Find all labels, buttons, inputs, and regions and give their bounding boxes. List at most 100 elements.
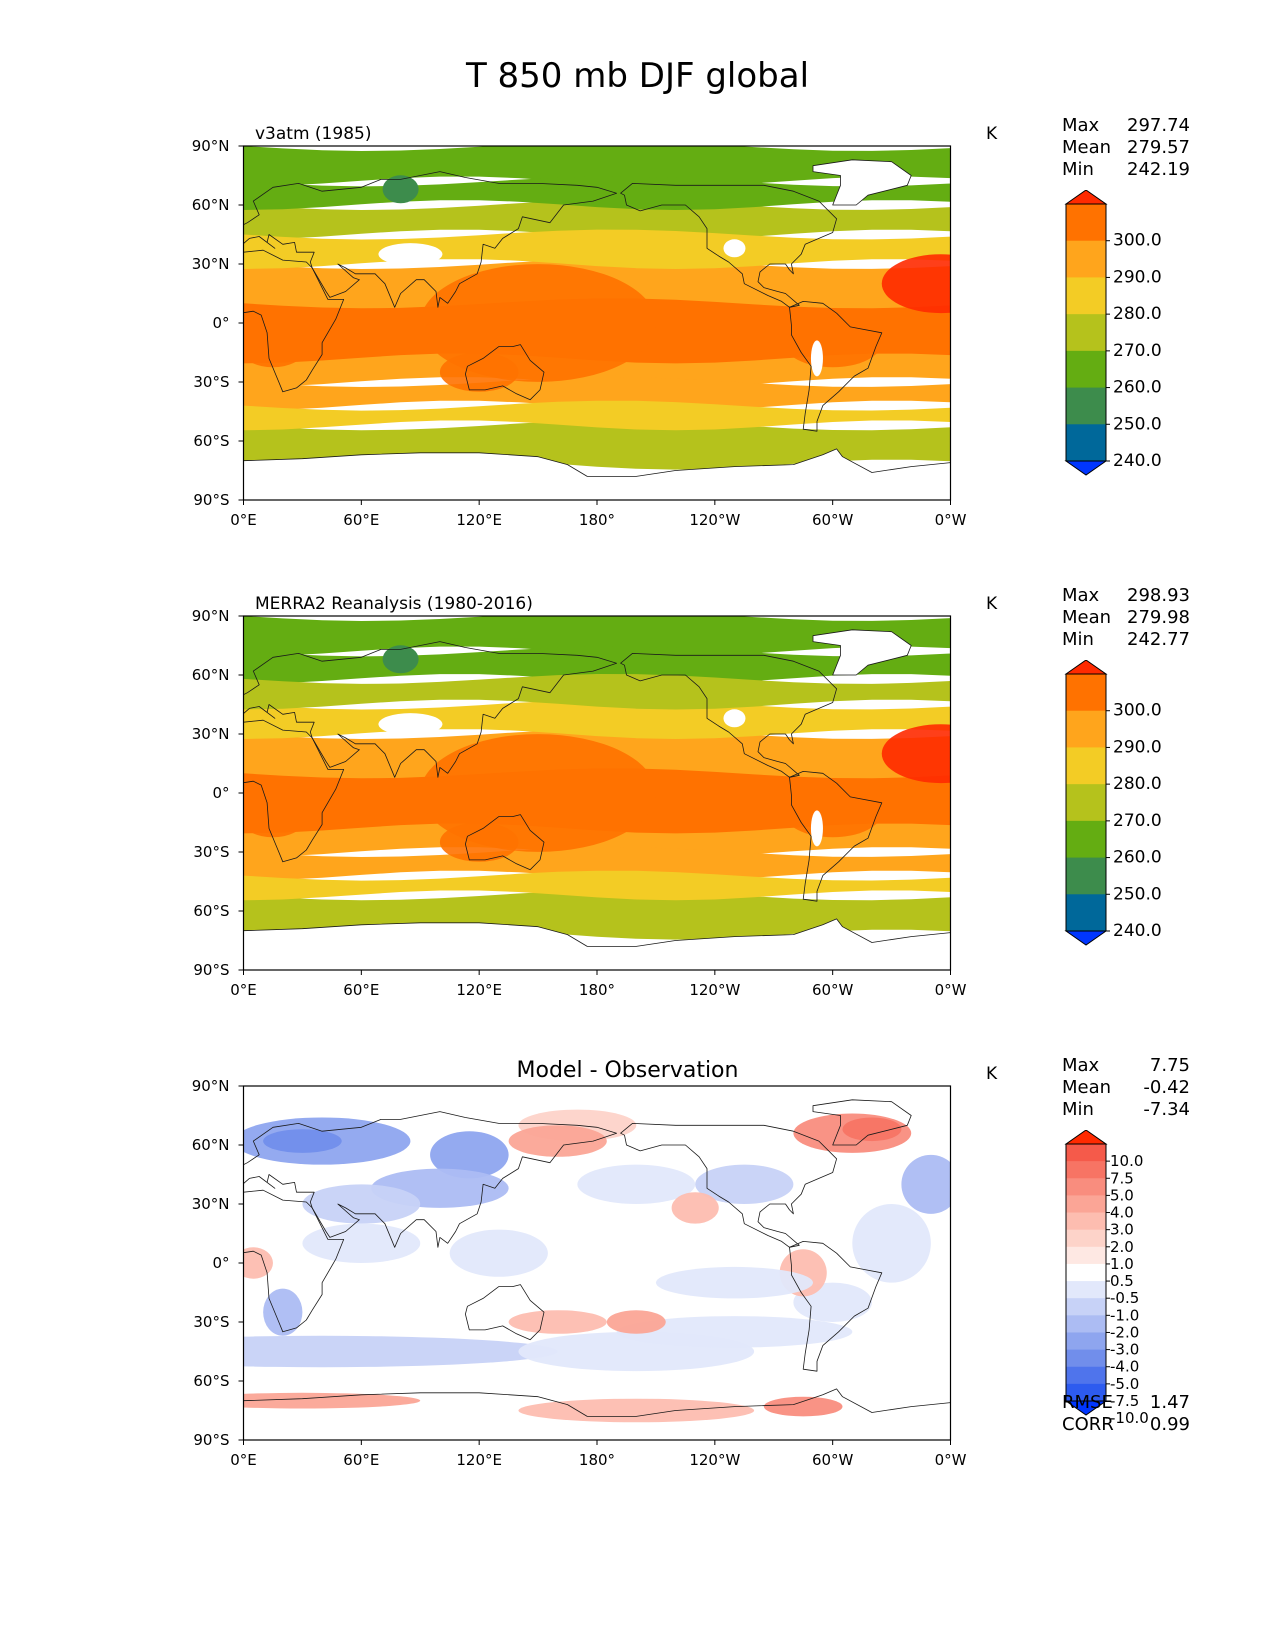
colorbar-label: 10.0 xyxy=(1110,1152,1143,1170)
masked-andes xyxy=(810,340,823,377)
colorbar-label: 260.0 xyxy=(1113,378,1162,398)
colorbar-label: 300.0 xyxy=(1113,701,1162,721)
colorbar-segment xyxy=(1066,1298,1106,1316)
coastline-samerica xyxy=(789,301,883,432)
coastline-namerica xyxy=(620,653,837,778)
warm-region xyxy=(243,807,303,838)
masked-rockies xyxy=(723,709,746,728)
difference-field xyxy=(243,1086,951,1440)
colorbar-label: 270.0 xyxy=(1113,811,1162,831)
anomaly-patch xyxy=(616,1316,853,1348)
colorbar-label: 240.0 xyxy=(1113,921,1162,941)
warm-region xyxy=(420,734,656,852)
colorbar-segment xyxy=(1066,277,1106,315)
coastline-eurasia xyxy=(243,641,617,778)
masked-tibet xyxy=(378,243,443,266)
units-label: K xyxy=(986,124,998,144)
anomaly-patch xyxy=(852,1204,931,1283)
coastline-australia xyxy=(465,344,545,401)
extra-stats-box: RMSE 1.47 CORR 0.99 xyxy=(1062,1392,1190,1436)
lon-tick-label: 0°E xyxy=(230,1451,257,1469)
coastline-antarctica xyxy=(243,448,951,500)
coastline-greenland xyxy=(812,629,912,676)
lat-tick-label: 60°S xyxy=(193,902,229,920)
panel-title: Model - Observation xyxy=(516,1058,739,1083)
coastline-greenland xyxy=(812,1099,912,1146)
lat-tick-label: 90°S xyxy=(193,1431,229,1449)
lon-tick-label: 120°W xyxy=(689,1451,740,1469)
temperature-band xyxy=(243,646,951,684)
warm-region xyxy=(783,318,882,368)
lat-tick-label: 90°N xyxy=(192,607,230,625)
panel-observation: MERRA2 Reanalysis (1980-2016) K Max 298.9… xyxy=(0,470,1275,999)
coastline-australia xyxy=(465,814,545,871)
colorbar-segment xyxy=(1066,1178,1106,1196)
colorbar-difference: 10.07.55.04.03.02.01.00.5-0.5-1.0-2.0-3.… xyxy=(1064,1130,1149,1427)
anomaly-patch xyxy=(695,1164,794,1204)
temperature-band xyxy=(243,176,951,210)
coastline-africa xyxy=(243,1189,345,1333)
colorbar-label: 230.0 xyxy=(1113,958,1162,960)
lat-tick-label: 60°S xyxy=(193,432,229,450)
colorbar-label: 3.0 xyxy=(1110,1221,1134,1239)
lon-tick-label: 120°W xyxy=(689,511,740,529)
warm-region xyxy=(243,337,303,368)
coastline-australia xyxy=(465,1284,545,1341)
colorbar-label: 240.0 xyxy=(1113,451,1162,471)
anomaly-patch xyxy=(263,1129,342,1153)
units-label: K xyxy=(986,594,998,614)
anomaly-patch xyxy=(263,1288,303,1336)
lon-tick-label: 0°E xyxy=(230,511,257,529)
temperature-band xyxy=(243,616,951,657)
colorbar-label: 290.0 xyxy=(1113,267,1162,287)
lon-tick-label: 60°W xyxy=(812,511,854,529)
warm-region xyxy=(881,254,951,314)
coastline-africa xyxy=(243,719,345,863)
anomaly-patch xyxy=(518,1398,755,1423)
warm-region xyxy=(881,724,951,784)
lon-tick-label: 180° xyxy=(579,981,615,999)
lon-tick-label: 0°W xyxy=(935,981,967,999)
panel-title: MERRA2 Reanalysis (1980-2016) xyxy=(255,594,533,614)
lon-tick-label: 0°E xyxy=(230,981,257,999)
stats-box: Max 298.93 Mean 279.98 Min 242.77 xyxy=(1062,585,1190,651)
stat-min: Min -7.34 xyxy=(1062,1099,1190,1120)
panel-title: v3atm (1985) xyxy=(255,124,372,144)
stat-mean: Mean -0.42 xyxy=(1062,1077,1190,1098)
lon-tick-label: 0°W xyxy=(935,511,967,529)
warm-region xyxy=(420,264,656,382)
panel-difference: Model - Observation K Max 7.75 Mean -0.42 … xyxy=(0,940,1275,1469)
map-observation: 0°E 60°E 120°E 180° 120°W 60°W 0°W 90°N 60°N 30°N… xyxy=(192,607,967,999)
temperature-band xyxy=(243,377,951,411)
stat-mean: Mean 279.57 xyxy=(1062,137,1190,158)
stats-box: Max 7.75 Mean -0.42 Min -7.34 xyxy=(1062,1055,1190,1121)
lat-tick-label: 60°N xyxy=(192,666,230,684)
colorbar-segment xyxy=(1066,747,1106,785)
coastline-africa xyxy=(243,249,345,393)
lon-tick-label: 120°E xyxy=(456,511,502,529)
lat-tick-label: 0° xyxy=(212,1254,229,1272)
units-label: K xyxy=(986,1064,998,1084)
temperature-band xyxy=(243,400,951,431)
colorbar-segment xyxy=(1066,1383,1106,1402)
lat-tick-label: 0° xyxy=(212,784,229,802)
temperature-band xyxy=(243,200,951,240)
lat-tick-label: 60°N xyxy=(192,1136,230,1154)
colorbar-segment xyxy=(1066,857,1106,895)
stats-box: Max 297.74 Mean 279.57 Min 242.19 xyxy=(1062,115,1190,181)
lat-tick-label: 30°S xyxy=(193,373,229,391)
lat-tick-label: 30°S xyxy=(193,1313,229,1331)
anomaly-patch xyxy=(606,1310,666,1334)
warm-region xyxy=(783,788,882,838)
colorbar-segment xyxy=(1066,820,1106,859)
anomaly-patch xyxy=(243,1335,558,1368)
anomaly-patch xyxy=(243,1392,421,1409)
figure-title: T 850 mb DJF global xyxy=(465,56,810,96)
colorbar-label: -5.0 xyxy=(1110,1375,1139,1393)
masked-antarctica xyxy=(243,448,951,500)
colorbar-label: -2.0 xyxy=(1110,1323,1139,1341)
colorbar-segment xyxy=(1066,1144,1106,1162)
colorbar-label: -7.5 xyxy=(1110,1392,1139,1410)
lat-tick-label: 0° xyxy=(212,314,229,332)
cold-region xyxy=(382,645,419,674)
